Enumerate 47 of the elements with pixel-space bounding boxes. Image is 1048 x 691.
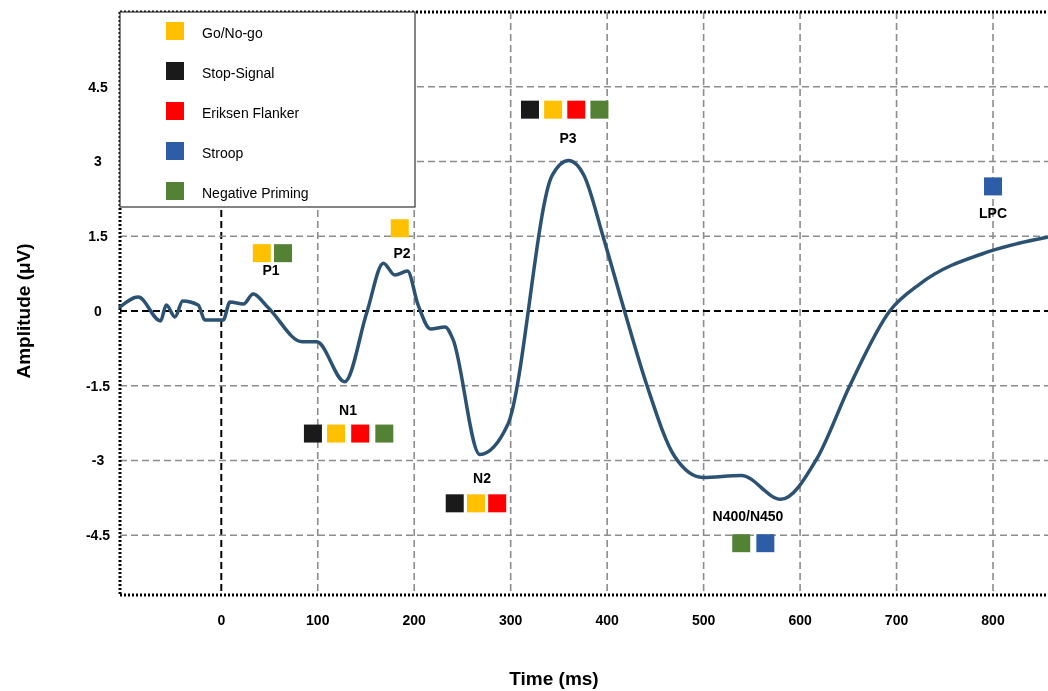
x-tick-label: 400 (595, 612, 620, 628)
point (488, 494, 507, 513)
x-tick-label: 200 (402, 612, 427, 628)
point (544, 100, 563, 119)
point (520, 100, 539, 119)
point (351, 424, 370, 443)
y-tick-label: -1.5 (85, 377, 111, 394)
x-tick-label: 500 (691, 612, 716, 628)
x-tick-label: 300 (499, 612, 523, 628)
point (567, 100, 586, 119)
point (984, 177, 1003, 196)
y-tick-label: 3 (94, 153, 103, 170)
point (732, 534, 751, 553)
y-tick-label: -3 (91, 452, 105, 469)
point (466, 494, 485, 513)
legend-label: Eriksen Flanker (202, 105, 300, 121)
annotation: LPC (979, 205, 1007, 221)
y-tick-label: 0 (94, 302, 103, 319)
x-tick-label: 700 (884, 612, 909, 628)
point (252, 244, 271, 263)
x-tick-label: 100 (306, 612, 330, 628)
x-tick-label: 0 (217, 612, 226, 628)
legend-label: Go/No-go (202, 25, 263, 41)
y-tick-label: -4.5 (85, 527, 111, 544)
y-axis-title: Amplitude (μV) (13, 243, 34, 379)
point (390, 219, 409, 238)
annotation: N1 (339, 402, 358, 418)
point (445, 494, 464, 513)
annotation: N2 (473, 470, 492, 486)
point (375, 424, 394, 443)
y-tick-label: 1.5 (88, 228, 108, 245)
legend-label: Negative Priming (202, 185, 309, 201)
legend-label: Stop-Signal (202, 65, 275, 81)
x-axis-title: Time (ms) (509, 668, 599, 689)
point (756, 534, 775, 553)
point (327, 424, 346, 443)
annotation: P3 (559, 130, 577, 146)
y-tick-label: 4.5 (88, 78, 108, 95)
x-tick-label: 800 (981, 612, 1005, 628)
point (590, 100, 609, 119)
point (274, 244, 293, 263)
annotation: P1 (262, 262, 280, 278)
annotation: P2 (393, 245, 411, 261)
annotation: N400/N450 (712, 508, 784, 524)
legend-label: Stroop (202, 145, 244, 161)
x-tick-label: 600 (788, 612, 812, 628)
point (303, 424, 322, 443)
